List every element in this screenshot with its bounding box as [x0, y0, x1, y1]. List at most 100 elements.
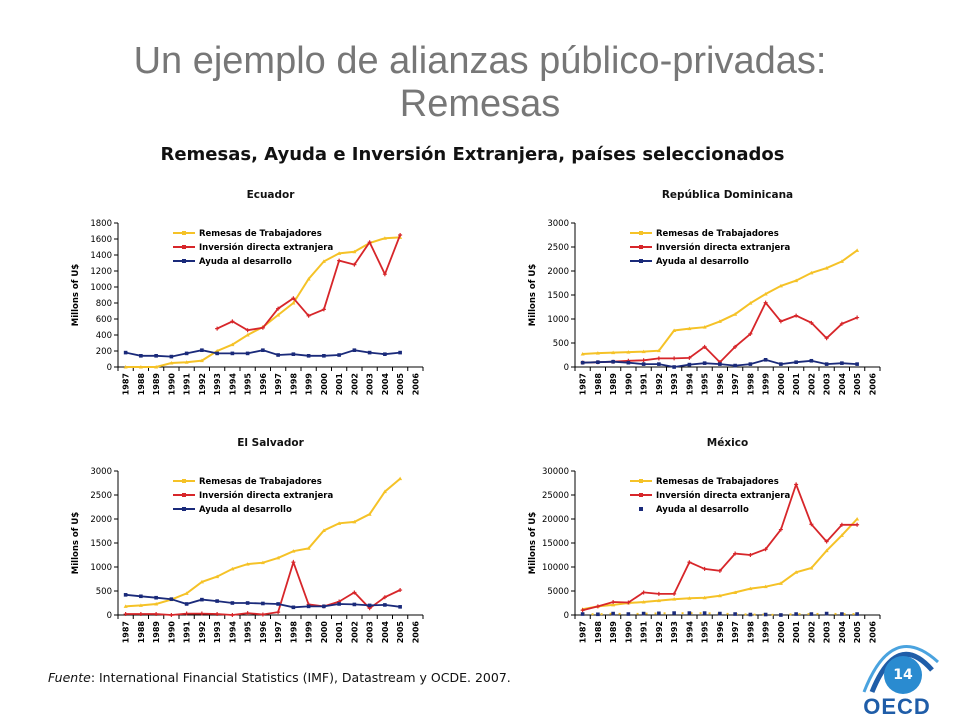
- data-point-ayuda: [733, 612, 737, 616]
- data-point-ied: [763, 547, 768, 552]
- data-point-remesas: [733, 590, 738, 594]
- legend-label-ayuda: Ayuda al desarrollo: [656, 257, 749, 267]
- data-point-ayuda: [352, 602, 357, 607]
- x-tick-label: 1987: [579, 373, 588, 395]
- data-point-remesas: [184, 591, 189, 595]
- x-tick-label: 2002: [807, 373, 816, 395]
- oecd-logo-text: OECD: [863, 694, 931, 719]
- chart-title: El Salvador: [237, 437, 304, 449]
- y-tick-label: 0: [107, 363, 112, 373]
- x-tick-label: 2005: [853, 373, 862, 396]
- data-point-remesas: [138, 365, 143, 369]
- data-point-ied: [672, 591, 677, 596]
- data-point-ayuda: [718, 611, 722, 616]
- x-tick-label: 1998: [289, 621, 298, 644]
- data-point-remesas: [611, 602, 616, 607]
- data-point-ied: [809, 320, 814, 325]
- page-title-line1: Un ejemplo de alianzas público-privadas:: [133, 40, 827, 82]
- x-tick-label: 2003: [366, 621, 375, 643]
- data-point-remesas: [123, 604, 128, 608]
- data-point-remesas: [245, 562, 250, 566]
- y-tick-label: 2500: [547, 243, 569, 253]
- x-tick-label: 1997: [731, 621, 740, 643]
- data-point-ayuda: [702, 611, 707, 615]
- data-point-remesas: [291, 301, 296, 305]
- data-point-remesas: [260, 560, 265, 565]
- data-point-remesas: [245, 333, 250, 337]
- x-tick-label: 1992: [655, 373, 664, 395]
- data-point-ayuda: [139, 594, 143, 599]
- data-point-ied: [230, 319, 235, 324]
- x-tick-label: 1989: [152, 373, 161, 396]
- legend-marker-ayuda: [639, 507, 643, 511]
- x-tick-label: 2001: [792, 373, 801, 396]
- data-point-remesas: [641, 600, 646, 604]
- data-point-ayuda: [840, 361, 844, 365]
- data-point-remesas: [778, 581, 783, 585]
- x-tick-label: 1989: [152, 621, 161, 644]
- data-point-remesas: [337, 521, 342, 525]
- data-point-ayuda: [779, 362, 783, 366]
- data-point-ied: [215, 326, 220, 331]
- data-point-ied: [763, 300, 768, 305]
- data-point-remesas: [809, 270, 814, 275]
- data-point-remesas: [748, 586, 753, 591]
- page-subtitle: Remesas, Ayuda e Inversión Extranjera, p…: [160, 144, 785, 165]
- x-tick-label: 2002: [350, 373, 359, 395]
- x-tick-label: 1998: [746, 373, 755, 396]
- data-point-ayuda: [657, 362, 661, 366]
- data-point-ied: [794, 482, 799, 487]
- data-point-remesas: [352, 249, 357, 254]
- x-tick-label: 1991: [183, 621, 192, 644]
- data-point-ayuda: [596, 612, 600, 617]
- x-tick-label: 2002: [807, 621, 816, 643]
- y-axis-label: Millons of U$: [71, 512, 81, 575]
- data-point-ayuda: [840, 612, 844, 616]
- y-tick-label: 3000: [90, 467, 112, 477]
- data-point-ied: [276, 306, 281, 311]
- data-point-ayuda: [276, 353, 280, 357]
- x-tick-label: 1991: [640, 621, 649, 644]
- data-point-remesas: [824, 266, 829, 270]
- data-point-remesas: [352, 519, 357, 524]
- data-point-remesas: [611, 350, 616, 355]
- data-point-ayuda: [626, 612, 631, 616]
- legend-label-ayuda: Ayuda al desarrollo: [199, 505, 292, 515]
- data-point-ied: [809, 522, 814, 527]
- data-point-ayuda: [672, 611, 676, 615]
- data-point-remesas: [702, 595, 707, 600]
- legend-label-ied: Inversión directa extranjera: [199, 490, 333, 501]
- y-tick-label: 1400: [90, 251, 112, 261]
- data-point-remesas: [656, 348, 661, 353]
- chart-title: República Dominicana: [662, 189, 793, 201]
- data-point-ied: [794, 313, 799, 318]
- data-point-remesas: [138, 603, 143, 607]
- x-tick-label: 1995: [244, 621, 253, 644]
- y-tick-label: 1000: [547, 315, 569, 325]
- data-point-ied: [824, 539, 829, 544]
- data-point-ayuda: [322, 604, 326, 609]
- legend-label-ayuda: Ayuda al desarrollo: [199, 257, 292, 267]
- data-point-ied: [154, 612, 159, 617]
- data-point-remesas: [839, 533, 844, 537]
- data-point-ayuda: [855, 362, 859, 366]
- data-point-ied: [855, 315, 860, 320]
- y-tick-label: 2000: [90, 515, 112, 525]
- data-point-remesas: [763, 292, 768, 296]
- data-point-ied: [855, 522, 860, 527]
- y-axis-label: Millons of U$: [71, 264, 81, 327]
- data-point-ied: [839, 321, 844, 326]
- data-point-ied: [337, 258, 342, 263]
- data-point-ayuda: [154, 354, 158, 358]
- data-point-remesas: [778, 283, 783, 288]
- data-point-ayuda: [200, 597, 204, 602]
- data-point-ayuda: [779, 613, 783, 617]
- legend-label-remesas: Remesas de Trabajadores: [199, 229, 322, 239]
- legend-marker-ied: [182, 245, 186, 249]
- legend-marker-remesas: [182, 479, 186, 483]
- data-point-remesas: [306, 277, 311, 281]
- y-tick-label: 200: [96, 347, 112, 357]
- data-point-ied: [778, 527, 783, 532]
- data-point-ied: [306, 313, 311, 318]
- y-tick-label: 600: [96, 315, 112, 325]
